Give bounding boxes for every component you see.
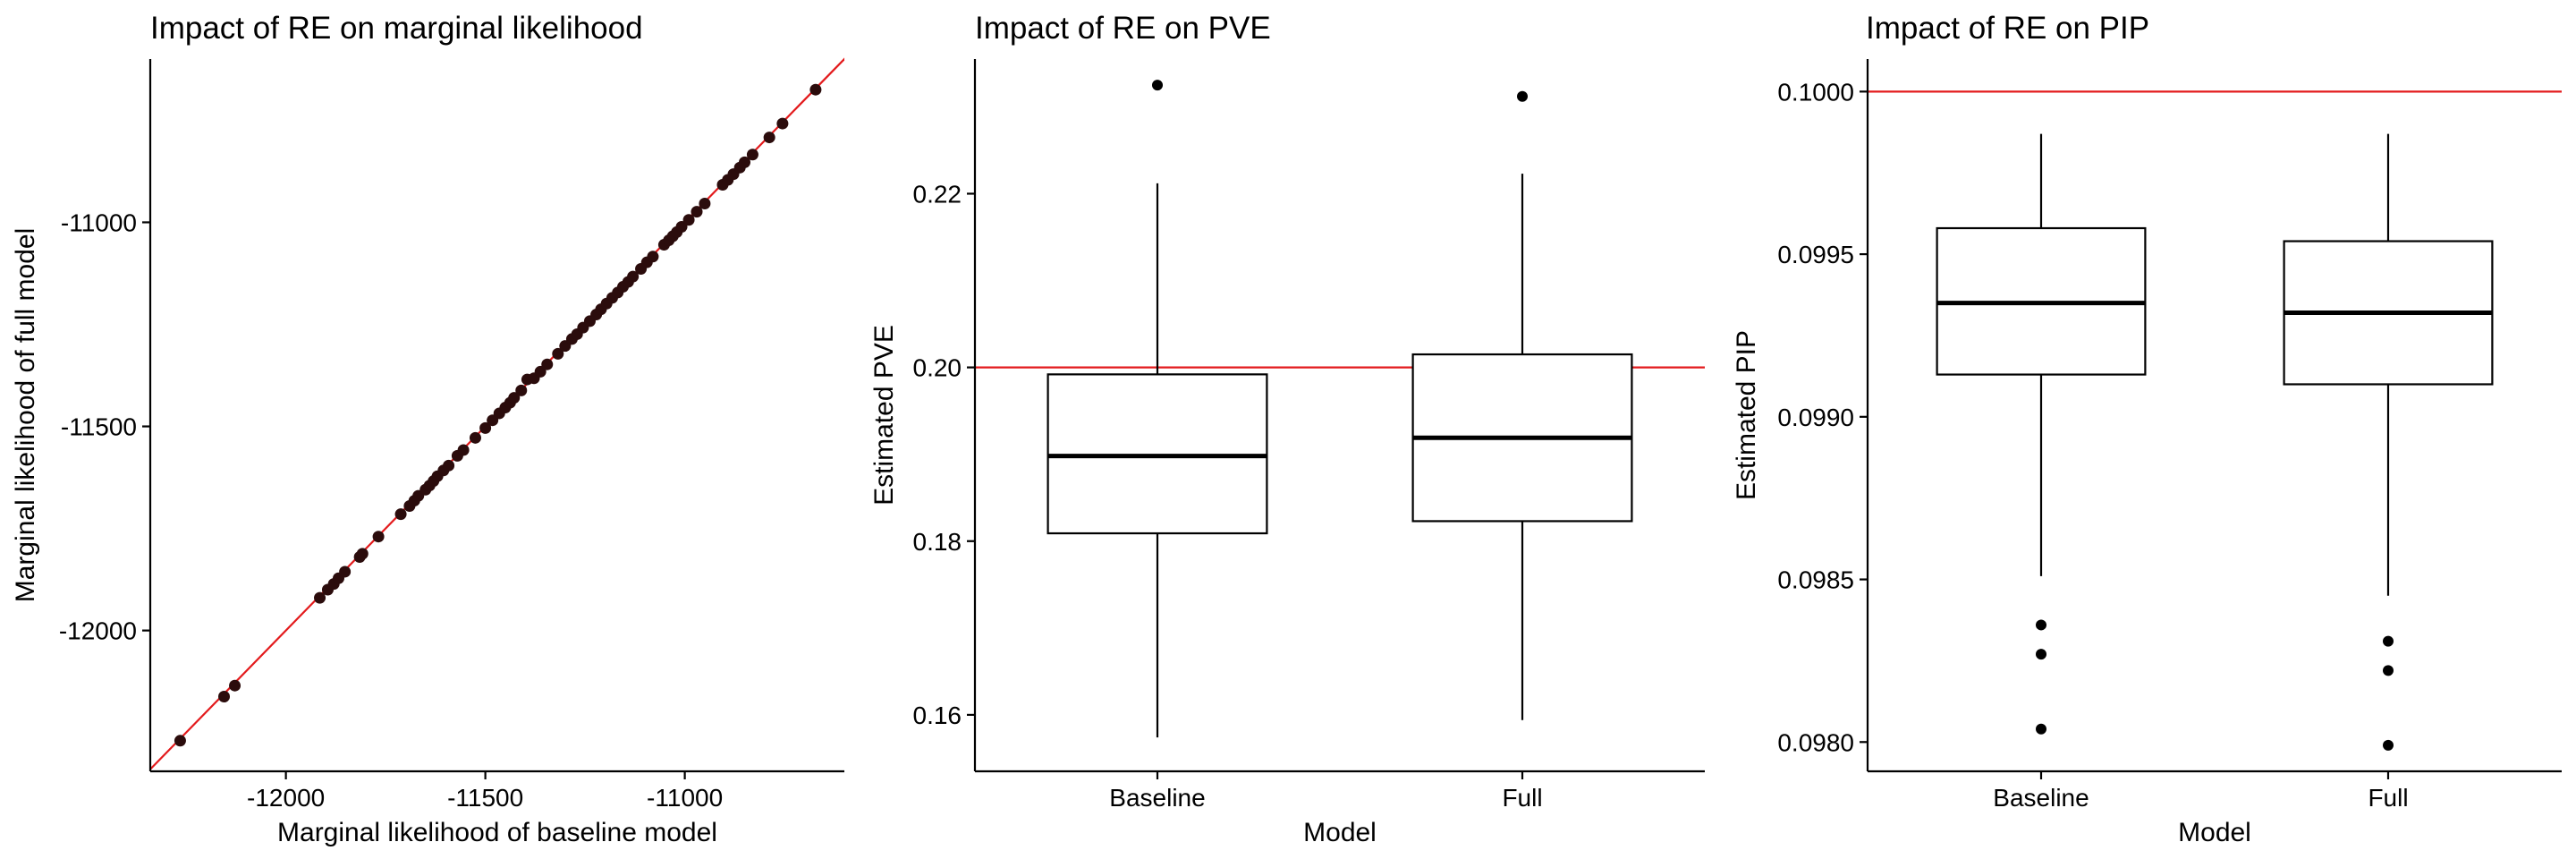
y-tick-label: 0.16: [913, 702, 962, 729]
y-tick-label: 0.18: [913, 528, 962, 556]
outlier-point: [2036, 649, 2046, 660]
data-point: [314, 591, 326, 604]
chart-title: Impact of RE on PIP: [1866, 11, 2149, 46]
data-point: [763, 132, 775, 144]
data-point: [356, 548, 369, 560]
data-point: [174, 735, 186, 747]
data-point: [372, 531, 385, 543]
x-axis-title: Model: [1303, 818, 1377, 847]
data-point: [218, 691, 231, 703]
data-point: [443, 459, 455, 472]
data-point: [229, 679, 242, 692]
data-point: [469, 431, 481, 444]
data-point: [691, 206, 703, 218]
chart-title: Impact of RE on PVE: [975, 11, 1271, 46]
panel-3: Impact of RE on PIP Estimated PIP Model Bas…: [1732, 11, 2562, 847]
data-point: [739, 156, 751, 168]
data-point: [776, 117, 789, 130]
y-axis-title: Marginal likelihood of full model: [11, 228, 40, 603]
data-point: [508, 392, 521, 404]
data-point: [675, 220, 688, 233]
x-axis-title: Marginal likelihood of baseline model: [277, 818, 717, 847]
data-point: [515, 384, 528, 396]
y-tick-label: 0.0990: [1777, 404, 1854, 431]
x-tick-label: -11500: [447, 784, 523, 812]
x-tick-label: Full: [1502, 784, 1542, 812]
data-point: [339, 566, 352, 578]
outlier-point: [2036, 723, 2046, 735]
y-tick-label: 0.1000: [1777, 78, 1854, 106]
y-tick-label: -11000: [61, 208, 137, 236]
y-axis-title: Estimated PIP: [1732, 330, 1761, 500]
x-axis-title: Model: [2178, 818, 2251, 847]
data-point: [809, 83, 822, 96]
y-axis-title: Estimated PVE: [869, 325, 899, 506]
data-point: [699, 197, 711, 209]
x-tick-label: Baseline: [1109, 784, 1205, 812]
outlier-point: [1517, 90, 1528, 102]
data-point: [541, 358, 554, 370]
x-tick-label: Baseline: [1993, 784, 2089, 812]
outlier-point: [2383, 739, 2394, 751]
outlier-point: [2036, 619, 2046, 631]
x-tick-label: Full: [2368, 784, 2408, 812]
outlier-point: [2383, 665, 2394, 676]
y-tick-label: 0.0980: [1777, 728, 1854, 756]
x-tick-label: -11000: [647, 784, 723, 812]
panel-1: Impact of RE on marginal likelihood Margi…: [11, 11, 844, 847]
data-point: [394, 508, 407, 521]
data-point: [647, 251, 659, 263]
data-point: [457, 444, 470, 456]
y-tick-label: -11500: [61, 413, 137, 441]
data-point: [534, 365, 547, 378]
y-tick-label: 0.0985: [1777, 566, 1854, 594]
panel-2: Impact of RE on PVE Estimated PVE Model Bas…: [869, 11, 1705, 847]
data-point: [552, 347, 564, 360]
y-tick-label: 0.0995: [1777, 241, 1854, 268]
x-tick-label: -12000: [247, 784, 325, 812]
outlier-point: [1152, 80, 1163, 91]
y-tick-label: 0.22: [913, 180, 962, 208]
chart-title: Impact of RE on marginal likelihood: [150, 11, 643, 46]
data-point: [627, 270, 640, 283]
data-point: [479, 421, 492, 434]
y-tick-label: -12000: [59, 617, 137, 645]
data-point: [682, 214, 695, 226]
data-point: [746, 149, 758, 161]
y-tick-label: 0.20: [913, 354, 962, 382]
outlier-point: [2383, 635, 2394, 647]
